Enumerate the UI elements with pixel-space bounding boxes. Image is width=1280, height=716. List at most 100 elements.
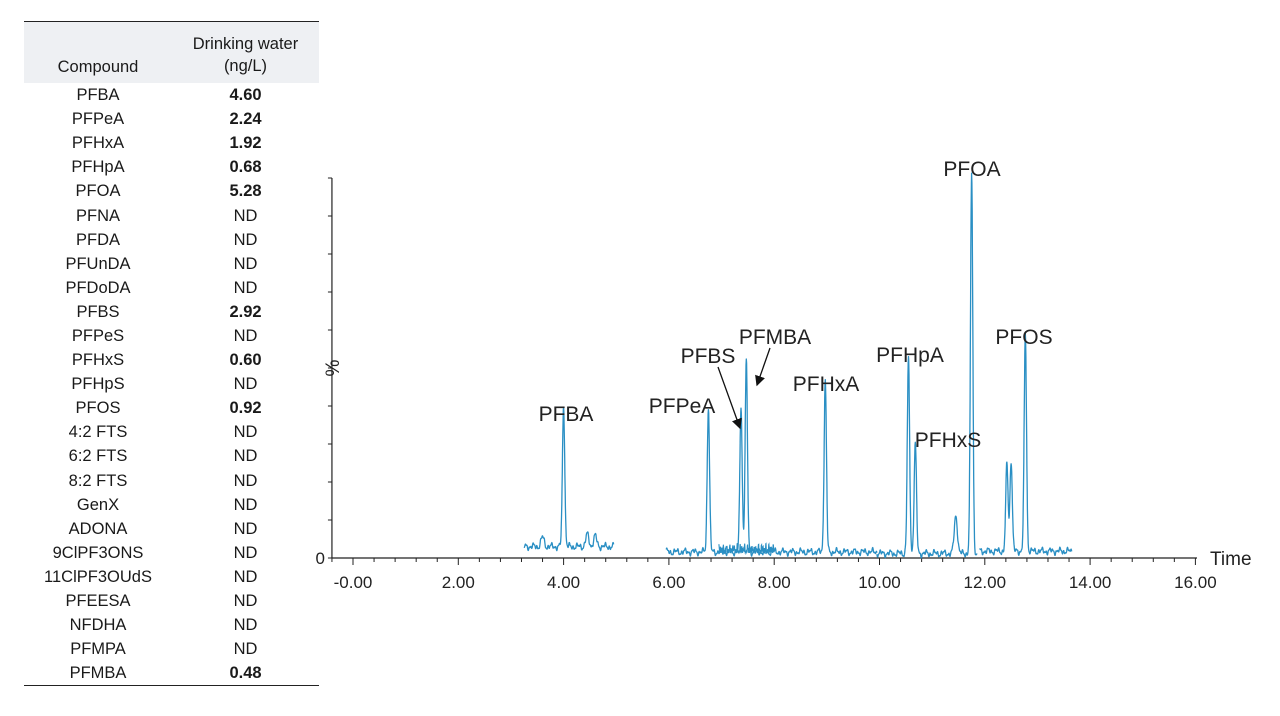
concentration-cell: ND <box>233 423 258 442</box>
compound-cell: PFEESA <box>65 592 131 611</box>
x-axis-label: Time <box>1210 549 1252 570</box>
x-tick-label: 16.00 <box>1174 573 1217 592</box>
pfmba-arrow <box>755 347 771 387</box>
compound-cell: PFNA <box>75 206 120 225</box>
peak-label-pfoa: PFOA <box>943 158 1000 181</box>
compound-cell: PFBS <box>76 302 120 321</box>
concentration-cell: 0.92 <box>229 399 262 418</box>
table-row: 6:2 FTS ND <box>24 444 319 468</box>
table-row: PFHpA 0.68 <box>24 155 319 179</box>
peak-label-pfhpa: PFHpA <box>876 344 944 367</box>
peak-label-pfba: PFBA <box>539 403 594 426</box>
compound-cell: NFDHA <box>69 616 127 635</box>
table-row: PFMPA ND <box>24 637 319 661</box>
table-row: NFDHA ND <box>24 613 319 637</box>
concentration-cell: ND <box>233 254 258 273</box>
concentration-cell: ND <box>233 592 258 611</box>
table-row: 9ClPF3ONS ND <box>24 541 319 565</box>
concentration-cell: 1.92 <box>229 134 262 153</box>
table-row: ADONA ND <box>24 517 319 541</box>
compound-cell: PFHpS <box>71 375 125 394</box>
compound-cell: PFHxS <box>71 351 125 370</box>
header-drinking-water-line2: (ng/L) <box>223 57 268 75</box>
concentration-cell: ND <box>233 519 258 538</box>
x-tick-label: 6.00 <box>652 573 685 592</box>
table-row: PFMBA 0.48 <box>24 661 319 687</box>
table-row: PFBA 4.60 <box>24 83 319 107</box>
concentration-cell: ND <box>233 640 258 659</box>
compound-cell: PFDoDA <box>65 278 131 297</box>
concentration-cell: 0.60 <box>229 351 262 370</box>
x-tick-label: -0.00 <box>334 573 373 592</box>
table-row: PFUnDA ND <box>24 252 319 276</box>
x-tick-label: 14.00 <box>1069 573 1112 592</box>
concentration-cell: 4.60 <box>229 86 262 105</box>
x-tick-label: 12.00 <box>964 573 1007 592</box>
peak-label-pfhxa: PFHxA <box>793 373 860 396</box>
chromatogram-trace <box>523 172 1073 559</box>
concentration-cell: ND <box>233 471 258 490</box>
compound-cell: PFMPA <box>70 640 126 659</box>
concentration-cell: 2.92 <box>229 302 262 321</box>
compound-cell: 8:2 FTS <box>68 471 128 490</box>
x-tick-label: 4.00 <box>547 573 580 592</box>
table-row: 11ClPF3OUdS ND <box>24 565 319 589</box>
x-tick-label: 8.00 <box>758 573 791 592</box>
concentration-cell: ND <box>233 206 258 225</box>
table-row: PFPeS ND <box>24 324 319 348</box>
trace-overlap-noise <box>718 542 775 556</box>
concentration-cell: 5.28 <box>229 182 262 201</box>
table-row: PFHxA 1.92 <box>24 131 319 155</box>
y-axis-label: % <box>323 359 344 376</box>
trace-segment-3 <box>876 172 978 559</box>
compound-cell: 11ClPF3OUdS <box>44 567 152 586</box>
pfbs-arrow <box>717 366 742 430</box>
results-table: Compound Drinking water (ng/L) PFBA 4.60 P… <box>24 21 319 687</box>
x-tick-label: 2.00 <box>442 573 475 592</box>
concentration-cell: ND <box>233 375 258 394</box>
compound-cell: PFBA <box>76 86 120 105</box>
trace-segment-1 <box>523 406 615 552</box>
header-drinking-water: Drinking water (ng/L) <box>172 21 319 83</box>
table-row: PFOS 0.92 <box>24 396 319 420</box>
concentration-cell: ND <box>233 326 258 345</box>
concentration-cell: ND <box>233 495 258 514</box>
peak-label-pfmba: PFMBA <box>739 326 811 349</box>
compound-cell: PFHxA <box>71 134 125 153</box>
compound-cell: 4:2 FTS <box>68 423 128 442</box>
compound-cell: PFMBA <box>24 661 172 687</box>
table-row: PFBS 2.92 <box>24 300 319 324</box>
table-row: 4:2 FTS ND <box>24 420 319 444</box>
table-row: PFEESA ND <box>24 589 319 613</box>
concentration-cell: ND <box>233 230 258 249</box>
trace-segment-4 <box>979 332 1073 557</box>
peak-label-pfhxs: PFHxS <box>915 429 982 452</box>
header-compound: Compound <box>24 21 172 83</box>
concentration-cell: ND <box>233 447 258 466</box>
compound-cell: PFOS <box>75 399 121 418</box>
compound-cell: PFHpA <box>71 158 125 177</box>
y-tick-label: 0 <box>315 549 324 568</box>
peak-label-pfpea: PFPeA <box>649 395 716 418</box>
table-row: PFPeA 2.24 <box>24 107 319 131</box>
table-row: PFHpS ND <box>24 372 319 396</box>
concentration-cell: ND <box>233 567 258 586</box>
concentration-cell: 0.48 <box>172 661 319 687</box>
peak-label-pfbs: PFBS <box>681 345 736 368</box>
compound-cell: PFPeS <box>71 326 125 345</box>
concentration-cell: ND <box>233 616 258 635</box>
concentration-cell: 0.68 <box>229 158 262 177</box>
table-header-row: Compound Drinking water (ng/L) <box>24 21 319 83</box>
table-row: 8:2 FTS ND <box>24 469 319 493</box>
table-body: PFBA 4.60 PFPeA 2.24 PFHxA 1.92 PFHpA 0.68 PFOA 5… <box>24 83 319 687</box>
header-drinking-water-line1: Drinking water <box>192 35 299 53</box>
peak-label-pfos: PFOS <box>995 326 1052 349</box>
table-row: PFHxS 0.60 <box>24 348 319 372</box>
compound-cell: PFDA <box>75 230 120 249</box>
compound-cell: PFOA <box>75 182 121 201</box>
x-tick-label: 10.00 <box>858 573 901 592</box>
compound-cell: PFUnDA <box>65 254 131 273</box>
compound-cell: GenX <box>76 495 120 514</box>
